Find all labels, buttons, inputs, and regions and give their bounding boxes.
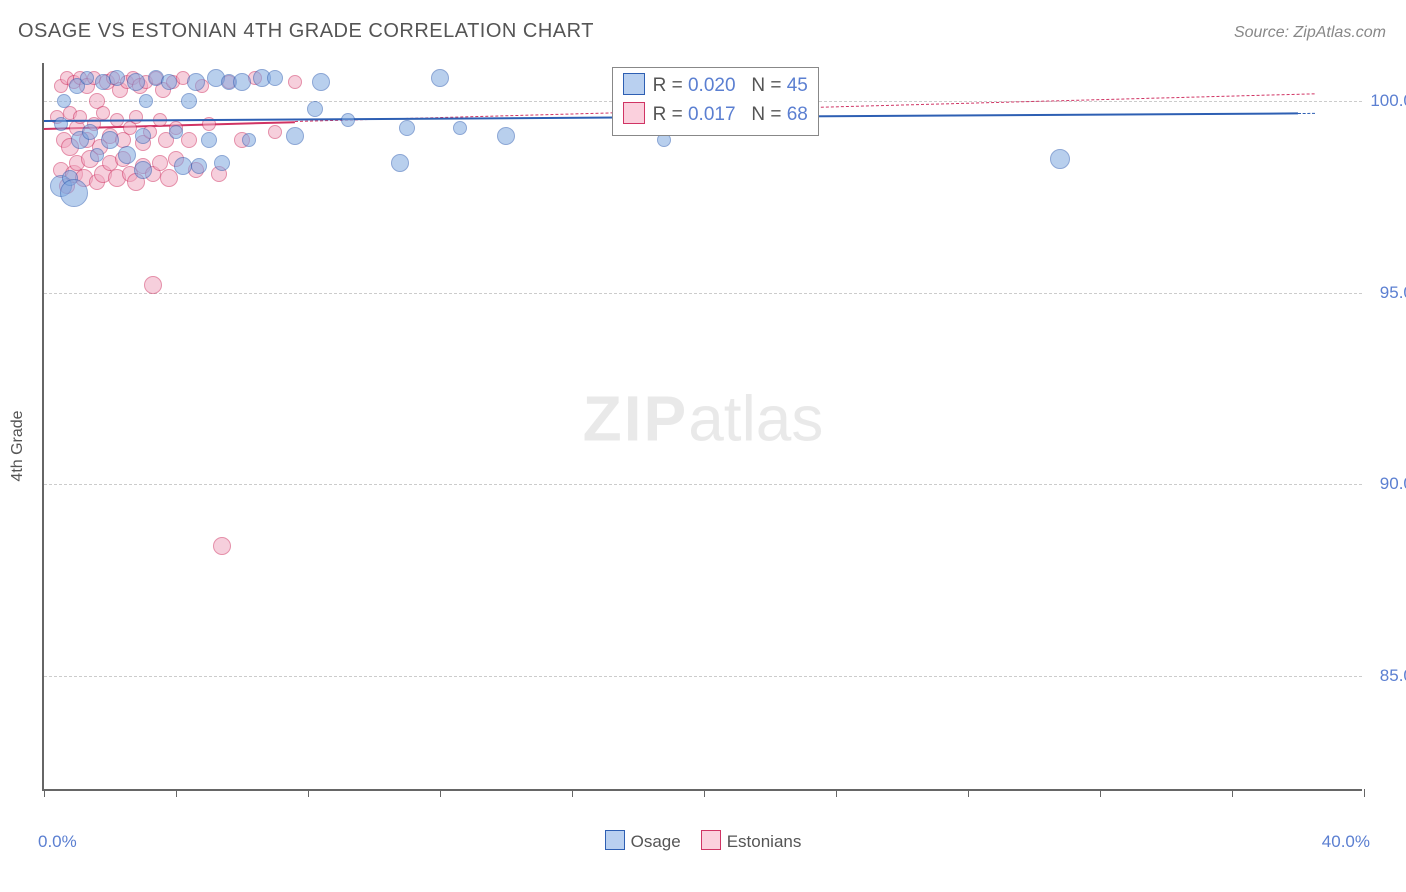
legend-item: Estonians [701,832,802,851]
r-value: 0.017 [688,104,736,125]
estonians-point [213,537,231,555]
osage-point [54,117,68,131]
y-gridline [44,484,1362,485]
y-tick-label: 90.0% [1380,474,1406,494]
osage-point [431,69,449,87]
x-tick [704,789,705,797]
x-tick [1232,789,1233,797]
osage-point [135,128,151,144]
stats-legend: R = 0.020 N = 45R = 0.017 N = 68 [612,67,819,136]
osage-point [109,70,125,86]
osage-point [161,74,177,90]
estonians-point [268,125,282,139]
osage-trendline [1298,113,1315,114]
n-label: N = [736,104,787,125]
legend-item: Osage [605,832,681,851]
osage-point [60,179,88,207]
osage-point [312,73,330,91]
osage-point [101,131,119,149]
x-tick [968,789,969,797]
osage-point [1050,149,1070,169]
stats-row: R = 0.020 N = 45 [623,72,808,101]
osage-point [90,148,104,162]
legend-swatch [623,102,645,124]
osage-point [57,94,71,108]
osage-point [286,127,304,145]
osage-point [497,127,515,145]
estonians-point [152,155,168,171]
x-tick [572,789,573,797]
r-label: R = [653,104,688,125]
x-tick [176,789,177,797]
x-tick [1364,789,1365,797]
osage-point [134,161,152,179]
legend-label: Osage [631,832,681,851]
osage-point [127,73,145,91]
y-gridline [44,293,1362,294]
legend-swatch [701,830,721,850]
y-tick-label: 100.0% [1370,91,1406,111]
osage-point [174,157,192,175]
y-axis-label: 4th Grade [9,410,27,481]
y-gridline [44,676,1362,677]
osage-point [341,113,355,127]
osage-point [118,146,136,164]
x-tick [44,789,45,797]
estonians-point [129,110,143,124]
chart-title: OSAGE VS ESTONIAN 4TH GRADE CORRELATION … [18,20,594,43]
legend-swatch [623,73,645,95]
osage-point [181,93,197,109]
osage-point [267,70,283,86]
legend-swatch [605,830,625,850]
estonians-point [181,132,197,148]
watermark: ZIPatlas [583,382,824,456]
osage-point [242,133,256,147]
x-tick [440,789,441,797]
osage-point [307,101,323,117]
osage-point [169,125,183,139]
n-value: 68 [787,104,808,125]
estonians-point [288,75,302,89]
y-tick-label: 85.0% [1380,666,1406,686]
osage-point [391,154,409,172]
x-tick [1100,789,1101,797]
n-value: 45 [787,75,808,96]
osage-point [399,120,415,136]
n-label: N = [736,75,787,96]
r-label: R = [653,75,688,96]
osage-point [82,124,98,140]
plot-area: ZIPatlas 100.0%95.0%90.0%85.0%R = 0.020 … [42,63,1362,791]
x-tick [836,789,837,797]
osage-point [201,132,217,148]
osage-point [187,73,205,91]
x-tick [308,789,309,797]
y-tick-label: 95.0% [1380,283,1406,303]
estonians-point [96,106,110,120]
osage-point [80,71,94,85]
stats-row: R = 0.017 N = 68 [623,101,808,130]
osage-point [214,155,230,171]
legend-label: Estonians [727,832,802,851]
osage-point [233,73,251,91]
r-value: 0.020 [688,75,736,96]
osage-point [453,121,467,135]
source-label: Source: ZipAtlas.com [1234,24,1386,42]
osage-point [191,158,207,174]
bottom-legend: Osage Estonians [0,830,1406,852]
osage-point [139,94,153,108]
estonians-point [144,276,162,294]
